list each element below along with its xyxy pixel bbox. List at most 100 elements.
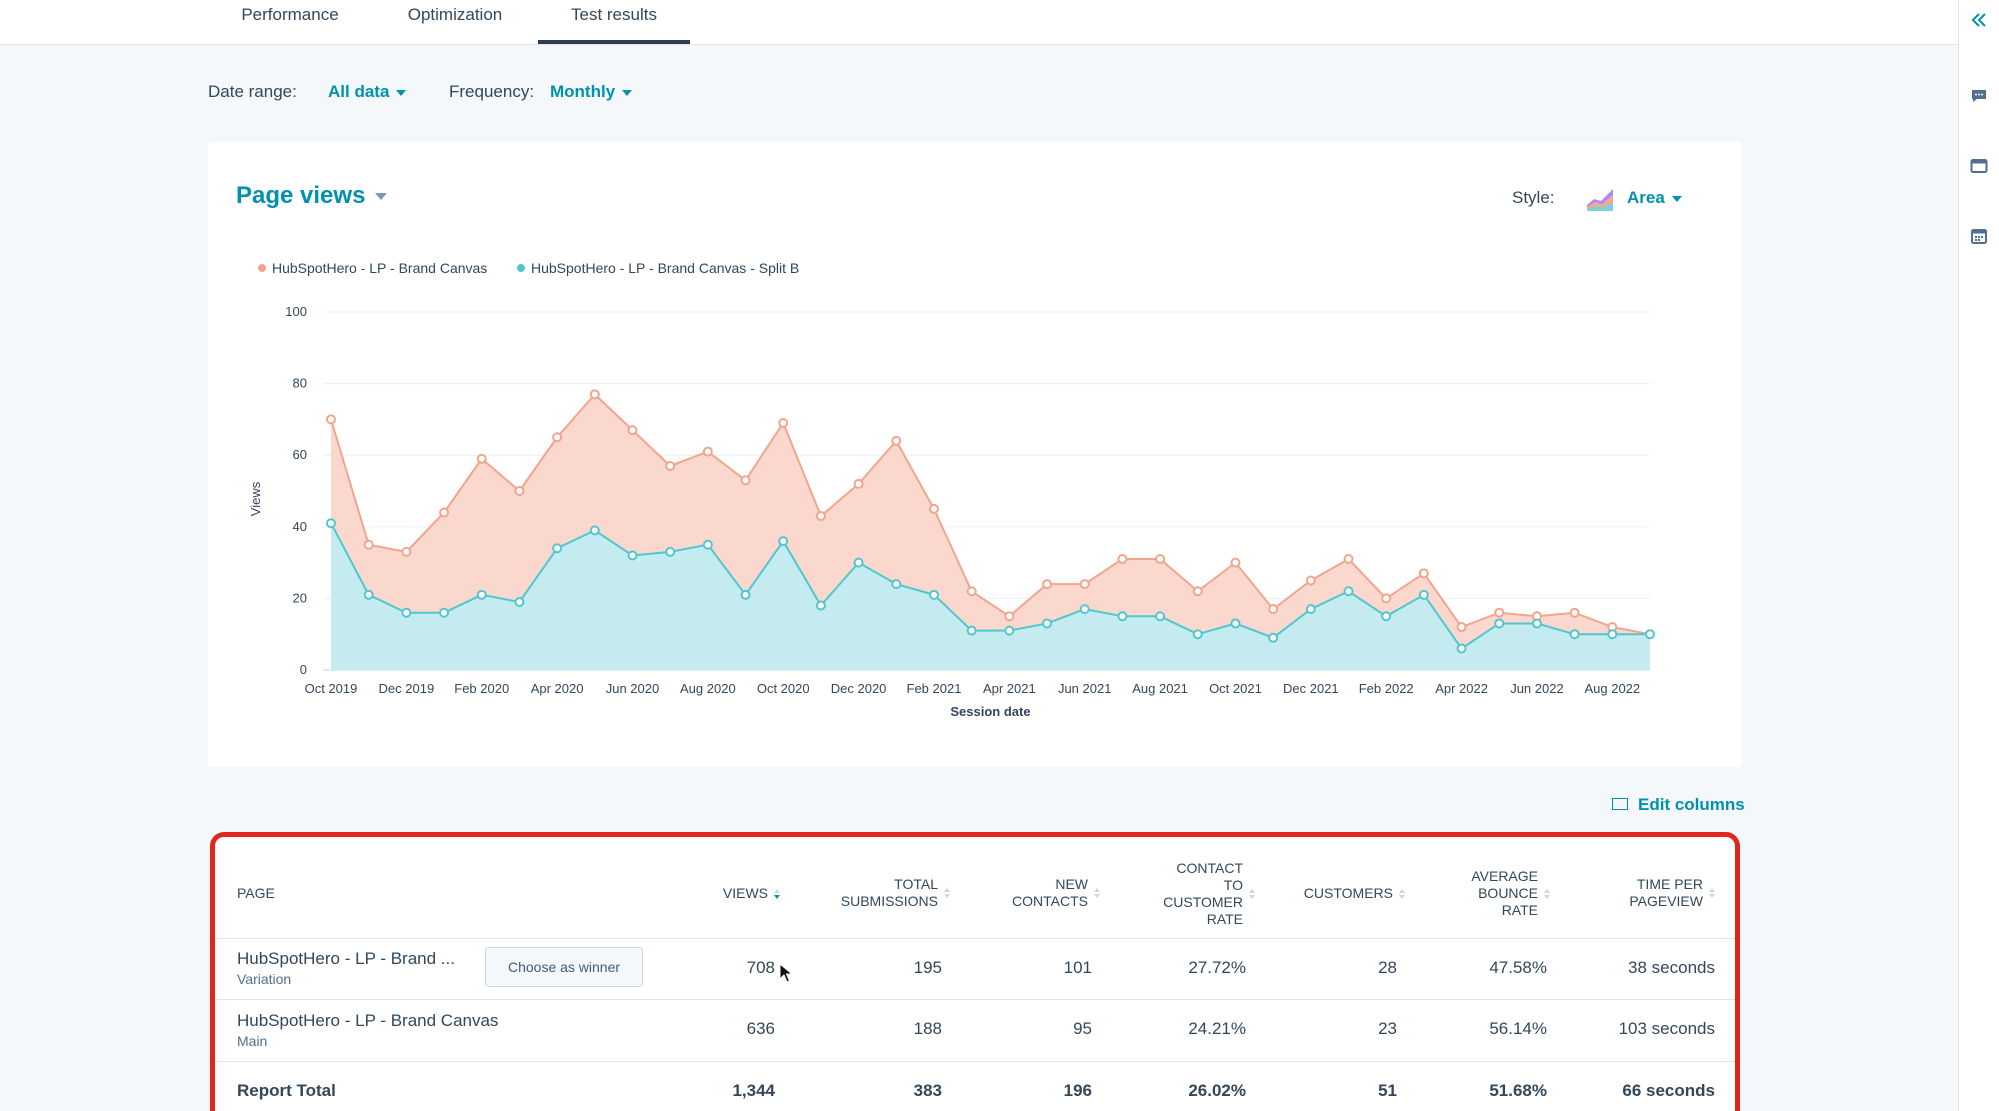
style-dropdown[interactable]: Area — [1627, 188, 1682, 208]
header-new-contacts[interactable]: NEW CONTACTS — [1012, 876, 1100, 910]
sort-icon — [944, 888, 950, 898]
tab-performance[interactable]: Performance — [241, 5, 339, 24]
data-point — [1456, 643, 1467, 654]
y-tick-label: 0 — [300, 662, 307, 677]
divider — [215, 938, 1735, 939]
header-contact-to-customer-rate[interactable]: CONTACT TO CUSTOMER RATE — [1163, 860, 1255, 928]
data-point — [853, 478, 864, 489]
sort-icon — [1544, 888, 1550, 899]
total-total-submissions: 383 — [913, 1081, 942, 1100]
legend-swatch — [258, 264, 266, 273]
total-contact-to-customer-rate: 26.02% — [1188, 1081, 1246, 1100]
data-point — [401, 607, 412, 618]
chevron-down-icon — [1671, 195, 1682, 202]
cell-average-bounce-rate: 47.58% — [1489, 958, 1547, 977]
legend-swatch — [517, 264, 525, 273]
x-tick-label: Apr 2021 — [983, 681, 1036, 696]
chat-icon[interactable] — [1969, 86, 1989, 106]
cell-total-submissions: 188 — [913, 1019, 942, 1038]
legend-item-brand-canvas[interactable]: HubSpotHero - LP - Brand Canvas — [258, 260, 487, 276]
chart-metric-dropdown[interactable]: Page views — [236, 182, 388, 210]
frequency-dropdown[interactable]: Monthly — [550, 82, 633, 102]
data-point — [1155, 611, 1166, 622]
chevrons-left-icon[interactable] — [1969, 10, 1989, 30]
sort-desc-icon — [774, 889, 780, 900]
x-tick-label: Dec 2020 — [831, 681, 887, 696]
cell-views: 708 — [746, 958, 775, 977]
date-range-dropdown[interactable]: All data — [328, 82, 407, 102]
page-name-link[interactable]: HubSpotHero - LP - Brand ... — [237, 949, 455, 968]
data-point — [1494, 618, 1505, 629]
header-views[interactable]: VIEWS — [723, 885, 780, 902]
total-average-bounce-rate: 51.68% — [1489, 1081, 1547, 1100]
calendar-icon[interactable] — [1969, 226, 1989, 246]
data-point — [1230, 618, 1241, 629]
data-point — [1343, 554, 1354, 565]
data-point — [1230, 557, 1241, 568]
chevron-down-icon — [375, 193, 388, 201]
tab-test-results[interactable]: Test results — [538, 0, 690, 44]
window-icon[interactable] — [1969, 156, 1989, 176]
report-total-label: Report Total — [237, 1081, 336, 1100]
x-tick-label: Aug 2022 — [1584, 681, 1640, 696]
series-area — [331, 523, 1650, 670]
data-point — [627, 425, 638, 436]
y-tick-label: 100 — [285, 304, 307, 319]
x-tick-label: Apr 2020 — [531, 681, 584, 696]
y-tick-label: 40 — [293, 519, 307, 534]
header-average-bounce-rate[interactable]: AVERAGE BOUNCE RATE — [1471, 868, 1550, 919]
data-point — [665, 460, 676, 471]
legend-item-split-b[interactable]: HubSpotHero - LP - Brand Canvas - Split … — [517, 260, 799, 276]
x-axis-title: Session date — [950, 704, 1030, 719]
page-name-link[interactable]: HubSpotHero - LP - Brand Canvas — [237, 1011, 499, 1030]
data-point — [1418, 568, 1429, 579]
cell-views: 636 — [746, 1019, 775, 1038]
data-point — [1042, 618, 1053, 629]
y-tick-label: 20 — [293, 590, 307, 605]
data-point — [966, 625, 977, 636]
x-tick-label: Oct 2019 — [305, 681, 358, 696]
header-total-submissions[interactable]: TOTAL SUBMISSIONS — [841, 876, 950, 910]
right-rail — [1958, 0, 1999, 1111]
data-point — [589, 389, 600, 400]
page-variant-label: Main — [237, 1033, 268, 1049]
data-point — [1268, 604, 1279, 615]
data-point — [815, 511, 826, 522]
header-customers[interactable]: CUSTOMERS — [1304, 885, 1405, 902]
data-point — [1569, 607, 1580, 618]
header-time-per-pageview[interactable]: TIME PER PAGEVIEW — [1629, 876, 1715, 910]
total-time-per-pageview: 66 seconds — [1622, 1081, 1715, 1100]
data-point — [476, 589, 487, 600]
divider — [215, 1061, 1735, 1062]
divider — [215, 999, 1735, 1000]
chart-card: Page views Style: Area HubSpotHero - LP … — [208, 142, 1742, 767]
sort-icon — [1249, 889, 1255, 899]
data-point — [778, 536, 789, 547]
data-point — [1456, 622, 1467, 633]
total-views: 1,344 — [732, 1081, 775, 1100]
data-point — [1117, 554, 1128, 565]
data-point — [627, 550, 638, 561]
data-point — [1531, 618, 1542, 629]
tab-optimization[interactable]: Optimization — [407, 5, 503, 24]
cell-contact-to-customer-rate: 27.72% — [1188, 958, 1246, 977]
data-point — [439, 607, 450, 618]
cell-new-contacts: 95 — [1073, 1019, 1092, 1038]
sort-icon — [1399, 889, 1405, 900]
data-point — [1004, 625, 1015, 636]
data-point — [1418, 589, 1429, 600]
series-line — [330, 392, 1651, 636]
choose-as-winner-button[interactable]: Choose as winner — [485, 947, 643, 987]
data-point — [476, 453, 487, 464]
edit-columns-button[interactable]: Edit columns — [1612, 795, 1745, 815]
data-point — [702, 446, 713, 457]
sort-icon — [1094, 888, 1100, 898]
total-customers: 51 — [1378, 1081, 1397, 1100]
x-tick-label: Aug 2021 — [1132, 681, 1188, 696]
data-point — [1494, 607, 1505, 618]
data-point — [665, 546, 676, 557]
header-page[interactable]: PAGE — [237, 885, 275, 901]
data-point — [1268, 632, 1279, 643]
data-point — [439, 507, 450, 518]
data-point — [928, 589, 939, 600]
